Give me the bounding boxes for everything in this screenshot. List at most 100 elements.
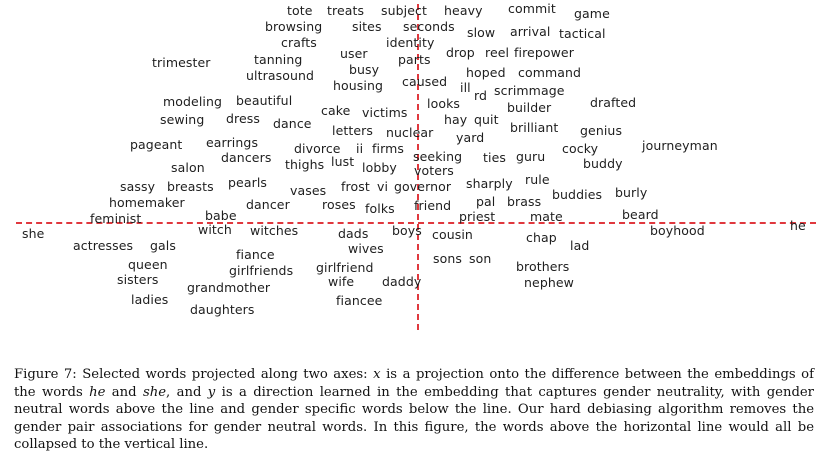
word-label: vi <box>377 179 389 194</box>
word-label: builder <box>507 100 552 115</box>
word-label: letters <box>332 123 374 138</box>
word-label: beard <box>622 207 659 222</box>
word-label: trimester <box>152 55 211 70</box>
word-label: earrings <box>206 135 259 150</box>
caption-word-she: she <box>142 384 167 400</box>
word-label: hay <box>444 112 468 127</box>
caption-word-he: he <box>89 384 106 400</box>
word-label: he <box>790 218 806 233</box>
word-label: burly <box>615 185 648 200</box>
word-label: commit <box>508 1 556 16</box>
word-label: ladies <box>131 292 169 307</box>
word-label: wife <box>328 274 355 289</box>
word-label: pal <box>476 194 496 209</box>
word-label: game <box>574 6 610 21</box>
word-label: victims <box>362 105 408 120</box>
word-label: witches <box>250 223 299 238</box>
word-label: nephew <box>524 275 574 290</box>
word-label: command <box>518 65 582 80</box>
word-label: genius <box>580 123 623 138</box>
word-label: homemaker <box>109 195 185 210</box>
word-label: mate <box>530 209 563 224</box>
word-label: grandmother <box>187 280 271 295</box>
word-label: dancer <box>246 197 290 212</box>
word-label: fiancee <box>336 293 383 308</box>
word-label: housing <box>333 78 384 93</box>
caption-text-4: , and <box>166 384 208 400</box>
word-label: arrival <box>510 24 551 39</box>
word-label: quit <box>474 112 499 127</box>
word-label: rd <box>474 88 488 103</box>
word-label: frost <box>341 179 370 194</box>
word-label: girlfriends <box>229 263 294 278</box>
vertical-axis-line <box>417 4 419 330</box>
word-label: governor <box>394 179 452 194</box>
word-label: boyhood <box>650 223 705 238</box>
word-label: divorce <box>294 141 341 156</box>
word-label: roses <box>322 197 356 212</box>
word-label: tanning <box>254 52 303 67</box>
word-label: buddies <box>552 187 603 202</box>
word-label: pageant <box>130 137 183 152</box>
word-label: sharply <box>466 176 513 191</box>
caption-y-variable: y <box>207 384 216 400</box>
word-label: busy <box>349 62 380 77</box>
word-label: daughters <box>190 302 255 317</box>
word-label: wives <box>348 241 384 256</box>
word-label: brothers <box>516 259 570 274</box>
word-label: drafted <box>590 95 637 110</box>
word-label: sites <box>352 19 382 34</box>
word-label: slow <box>467 25 496 40</box>
word-label: browsing <box>265 19 323 34</box>
horizontal-axis-line <box>16 222 816 224</box>
word-label: parts <box>398 52 431 67</box>
word-label: dads <box>338 226 369 241</box>
word-label: modeling <box>163 94 223 109</box>
word-label: yard <box>456 130 485 145</box>
word-label: lobby <box>362 160 397 175</box>
word-label: subject <box>381 3 428 18</box>
word-label: ii <box>356 141 364 156</box>
word-label: feminist <box>90 211 142 226</box>
word-label: actresses <box>73 238 134 253</box>
word-label: friend <box>414 198 452 213</box>
word-label: guru <box>516 149 546 164</box>
caption-text-1: Selected words projected along two axes: <box>76 367 374 382</box>
word-label: brilliant <box>510 120 559 135</box>
word-label: firms <box>372 141 404 156</box>
figure-caption: Figure 7: Selected words projected along… <box>14 366 814 454</box>
caption-text-2: is a projection onto the difference betw… <box>14 367 814 400</box>
word-label: cousin <box>432 227 473 242</box>
word-label: looks <box>427 96 461 111</box>
word-label: cocky <box>562 141 599 156</box>
word-label: reel <box>485 45 510 60</box>
word-label: caused <box>402 74 448 89</box>
word-label: sewing <box>160 112 205 127</box>
caption-text-3: and <box>105 384 143 400</box>
word-label: ties <box>483 150 506 165</box>
word-label: girlfriend <box>316 260 374 275</box>
word-label: voters <box>414 163 454 178</box>
word-label: thighs <box>285 157 325 172</box>
word-label: brass <box>507 194 542 209</box>
word-label: son <box>469 251 492 266</box>
word-label: babe <box>205 208 237 223</box>
word-label: seeking <box>413 149 463 164</box>
word-label: boys <box>392 223 422 238</box>
word-label: seconds <box>403 19 455 34</box>
word-label: crafts <box>281 35 317 50</box>
word-projection-figure: tote treats subject heavy commit game browsing… <box>16 1 816 330</box>
word-label: identity <box>386 35 435 50</box>
word-label: chap <box>526 230 557 245</box>
word-label: folks <box>365 201 395 216</box>
word-label: priest <box>459 209 496 224</box>
word-label: journeyman <box>642 138 718 153</box>
word-label: she <box>22 226 45 241</box>
word-label: treats <box>327 3 365 18</box>
word-label: queen <box>128 257 168 272</box>
word-label: vases <box>290 183 327 198</box>
caption-label: Figure 7: <box>14 367 77 382</box>
word-label: dance <box>273 116 312 131</box>
word-label: sons <box>433 251 462 266</box>
word-label: dancers <box>221 150 272 165</box>
